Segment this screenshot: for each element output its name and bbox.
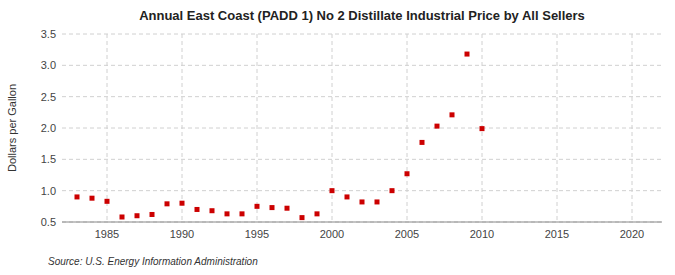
y-grid-line [62,190,662,191]
x-grid-line [257,34,258,222]
x-tick-label: 2020 [620,228,644,240]
point [345,194,350,199]
point [135,213,140,218]
y-tick-label: 2.5 [41,91,56,103]
x-grid-line [632,34,633,222]
grid [62,34,662,222]
y-grid-line [62,159,662,160]
y-grid-line [62,128,662,129]
y-grid-line [62,34,662,35]
point [165,201,170,206]
point [240,211,245,216]
point [270,205,275,210]
y-tick-label: 1.0 [41,185,56,197]
x-grid-line [107,34,108,222]
x-tick-label: 2015 [545,228,569,240]
point [225,211,230,216]
chart: Annual East Coast (PADD 1) No 2 Distilla… [0,0,675,275]
point [390,188,395,193]
point [465,52,470,57]
point [120,214,125,219]
y-tick-label: 3.0 [41,59,56,71]
point [450,112,455,117]
y-tick-label: 0.5 [41,216,56,228]
point [195,207,200,212]
x-tick-label: 1990 [170,228,194,240]
source: Source: U.S. Energy Information Administ… [48,256,258,267]
point [255,204,260,209]
x-tick-label: 1995 [245,228,269,240]
x-grid-line [407,34,408,222]
point [375,199,380,204]
x-axis-line [62,222,662,223]
point [105,199,110,204]
y-grid-line [62,222,662,223]
point [435,124,440,129]
point [330,188,335,193]
point [150,212,155,217]
point [285,206,290,211]
title: Annual East Coast (PADD 1) No 2 Distilla… [139,8,585,23]
point [360,199,365,204]
points [75,52,485,221]
point [480,126,485,131]
y-grid-line [62,96,662,97]
x-tick-label: 2000 [320,228,344,240]
y-axis-label: Dollars per Gallon [6,84,18,172]
x-grid-line [182,34,183,222]
point [405,171,410,176]
point [300,215,305,220]
x-tick-label: 2010 [470,228,494,240]
y-grid-line [62,65,662,66]
y-tick-label: 3.5 [41,28,56,40]
x-tick-label: 2005 [395,228,419,240]
y-tick-label: 1.5 [41,153,56,165]
x-grid-line [557,34,558,222]
x-grid-line [332,34,333,222]
point [75,194,80,199]
x-tick-label: 1985 [95,228,119,240]
point [90,196,95,201]
y-tick-label: 2.0 [41,122,56,134]
point [315,211,320,216]
point [180,201,185,206]
point [210,208,215,213]
point [420,140,425,145]
